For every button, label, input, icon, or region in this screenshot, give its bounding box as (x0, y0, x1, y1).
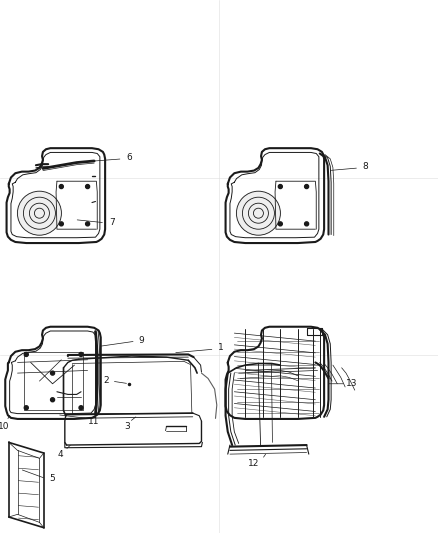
Text: 7: 7 (109, 219, 115, 227)
Circle shape (278, 184, 283, 189)
Circle shape (79, 352, 83, 357)
Text: 6: 6 (126, 154, 132, 162)
Text: 1: 1 (218, 343, 224, 352)
Text: 3: 3 (124, 422, 130, 431)
Circle shape (24, 406, 28, 410)
Circle shape (304, 184, 309, 189)
Circle shape (50, 398, 55, 402)
Text: 11: 11 (88, 417, 100, 425)
Circle shape (18, 191, 61, 235)
Text: 9: 9 (138, 336, 144, 344)
Circle shape (59, 184, 64, 189)
Text: 13: 13 (346, 379, 358, 388)
Circle shape (304, 222, 309, 226)
Text: 5: 5 (49, 474, 55, 482)
Circle shape (85, 184, 90, 189)
Text: 8: 8 (363, 163, 369, 171)
Circle shape (85, 222, 90, 226)
Text: 4: 4 (58, 450, 63, 458)
Circle shape (24, 352, 28, 357)
Circle shape (59, 222, 64, 226)
Circle shape (278, 222, 283, 226)
Circle shape (50, 371, 55, 375)
Text: 12: 12 (248, 459, 260, 468)
Text: 2: 2 (103, 376, 109, 384)
Circle shape (79, 406, 83, 410)
Text: 10: 10 (0, 422, 9, 431)
Circle shape (237, 191, 280, 235)
